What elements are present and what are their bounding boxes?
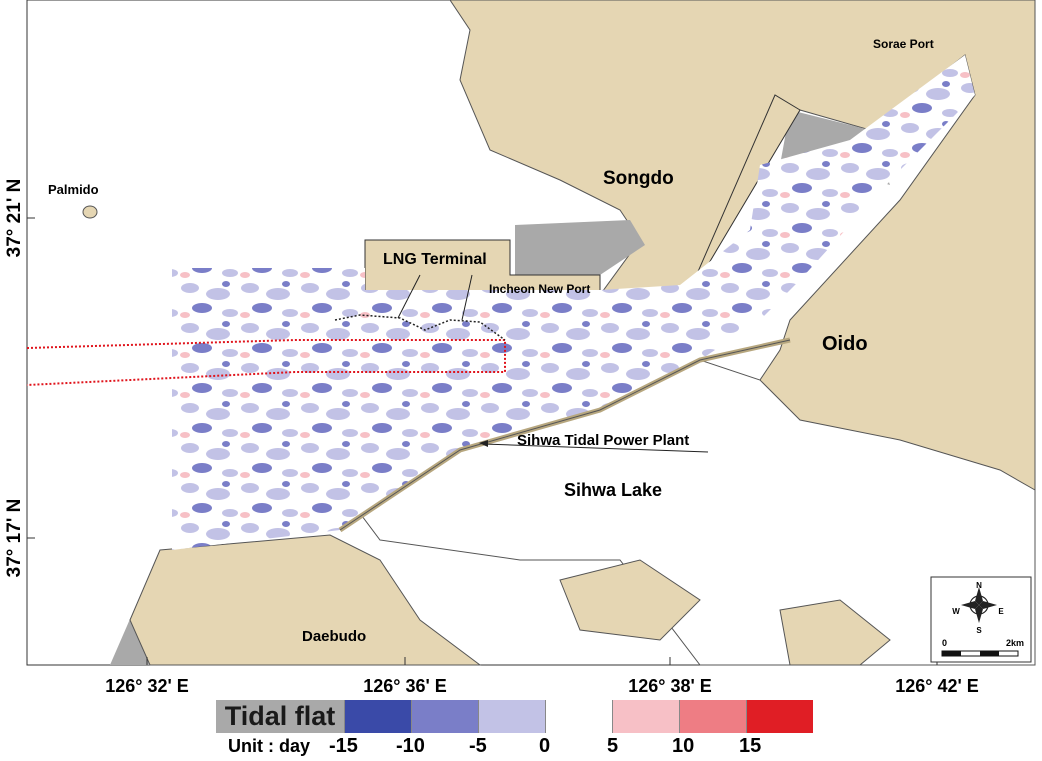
scale-end: 2km xyxy=(1006,638,1024,648)
legend-tick-5: 5 xyxy=(607,735,619,757)
sihwa-dike-outline xyxy=(339,339,791,531)
plant-pointer xyxy=(482,443,709,453)
compass-inset: N S E W 0 2km xyxy=(930,576,1032,663)
sihwa-lake-label: Sihwa Lake xyxy=(564,480,662,500)
legend-swatch-2 xyxy=(411,700,478,733)
incheon-new-port-label: Incheon New Port xyxy=(489,282,590,296)
lake-island-1 xyxy=(559,559,701,641)
jetty-line xyxy=(334,314,506,341)
legend-unit: Unit : day xyxy=(228,736,311,756)
compass-rose-icon xyxy=(961,587,997,623)
map-canvas: Palmido Songdo Sorae Port LNG Terminal I… xyxy=(4,0,1036,696)
daebudo-label: Daebudo xyxy=(302,628,366,645)
lon-label-36: 126° 36' E xyxy=(363,676,447,696)
compass-s: S xyxy=(976,626,982,635)
lat-label-17: 37° 17' N xyxy=(4,499,25,578)
daebudo-land xyxy=(129,534,482,666)
legend: Tidal flat xyxy=(216,700,813,733)
lon-label-38: 126° 38' E xyxy=(628,676,712,696)
legend-tidal-flat: Tidal flat xyxy=(216,700,344,733)
legend-ticks: Unit : day -15 -10 -5 0 5 10 15 xyxy=(216,735,836,761)
compass-w: W xyxy=(952,607,960,616)
palmido-label: Palmido xyxy=(48,182,99,197)
lon-label-42: 126° 42' E xyxy=(895,676,979,696)
oido-label: Oido xyxy=(822,333,868,355)
legend-tick-3: -5 xyxy=(469,735,487,757)
legend-tick-6: 10 xyxy=(672,735,695,757)
scale-start: 0 xyxy=(942,638,947,648)
palmido-island xyxy=(82,205,98,219)
compass-e: E xyxy=(998,607,1004,616)
songdo-label: Songdo xyxy=(603,168,674,189)
legend-tick-7: 15 xyxy=(739,735,762,757)
sihwa-lake-area xyxy=(349,359,1036,666)
lng-pointer-1 xyxy=(397,274,421,319)
lng-terminal-label: LNG Terminal xyxy=(383,251,487,268)
legend-tick-2: -10 xyxy=(396,735,425,757)
navigation-route xyxy=(26,339,506,386)
sorae-port-label: Sorae Port xyxy=(873,37,934,51)
legend-swatch-6 xyxy=(679,700,746,733)
plant-pointer-arrow xyxy=(479,440,488,447)
lake-island-2 xyxy=(779,599,891,666)
legend-swatch-3 xyxy=(478,700,545,733)
compass-n: N xyxy=(976,581,982,590)
legend-swatch-1 xyxy=(344,700,411,733)
lon-label-32: 126° 32' E xyxy=(105,676,189,696)
legend-swatch-4 xyxy=(545,700,612,733)
lng-pointer-2 xyxy=(461,274,473,321)
tidal-flat-incheon xyxy=(515,220,645,275)
lat-label-21: 37° 21' N xyxy=(4,179,25,258)
sihwa-tidal-power-plant-label: Sihwa Tidal Power Plant xyxy=(517,432,689,449)
scale-seg-1 xyxy=(942,651,961,656)
legend-tick-1: -15 xyxy=(329,735,358,757)
scale-seg-2 xyxy=(980,651,999,656)
legend-swatch-5 xyxy=(612,700,679,733)
legend-swatch-7 xyxy=(746,700,813,733)
compass-box xyxy=(930,576,1032,663)
legend-tick-4: 0 xyxy=(539,735,551,757)
